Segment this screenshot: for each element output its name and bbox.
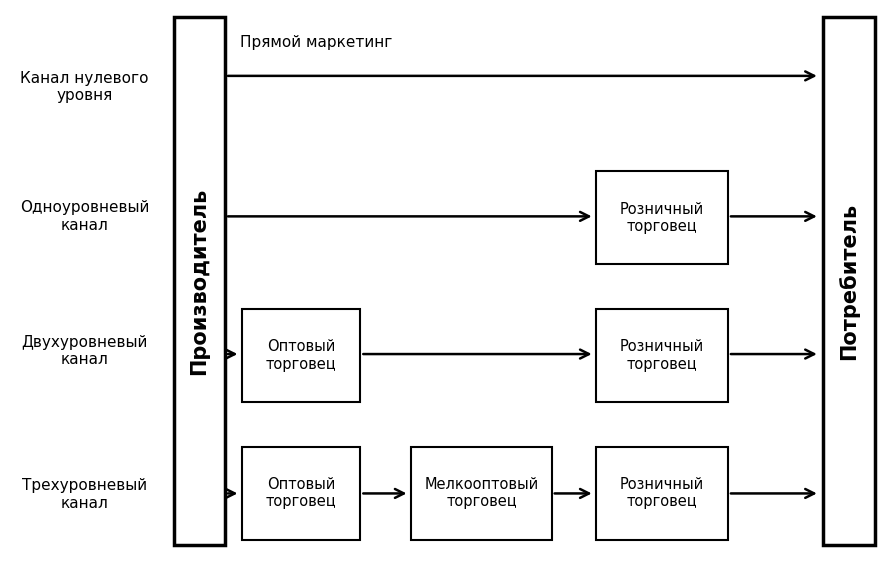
Text: Розничный
торговец: Розничный торговец bbox=[620, 477, 704, 509]
Text: Оптовый
торговец: Оптовый торговец bbox=[266, 339, 336, 371]
Bar bbox=[823, 17, 875, 545]
Bar bbox=[411, 447, 552, 540]
Bar bbox=[596, 171, 728, 264]
Bar bbox=[596, 447, 728, 540]
Text: Оптовый
торговец: Оптовый торговец bbox=[266, 477, 336, 509]
Text: Трехуровневый
канал: Трехуровневый канал bbox=[22, 478, 147, 511]
Text: Прямой маркетинг: Прямой маркетинг bbox=[240, 35, 392, 49]
Text: Производитель: Производитель bbox=[190, 187, 209, 375]
Bar bbox=[596, 309, 728, 402]
Bar bbox=[242, 447, 360, 540]
Bar bbox=[174, 17, 225, 545]
Bar bbox=[242, 309, 360, 402]
Text: Мелкооптовый
торговец: Мелкооптовый торговец bbox=[425, 477, 538, 509]
Text: Канал нулевого
уровня: Канал нулевого уровня bbox=[20, 71, 149, 103]
Text: Одноуровневый
канал: Одноуровневый канал bbox=[20, 200, 150, 233]
Text: Розничный
торговец: Розничный торговец bbox=[620, 202, 704, 234]
Text: Двухуровневый
канал: Двухуровневый канал bbox=[21, 335, 148, 368]
Text: Потребитель: Потребитель bbox=[838, 202, 860, 360]
Text: Розничный
торговец: Розничный торговец bbox=[620, 339, 704, 371]
